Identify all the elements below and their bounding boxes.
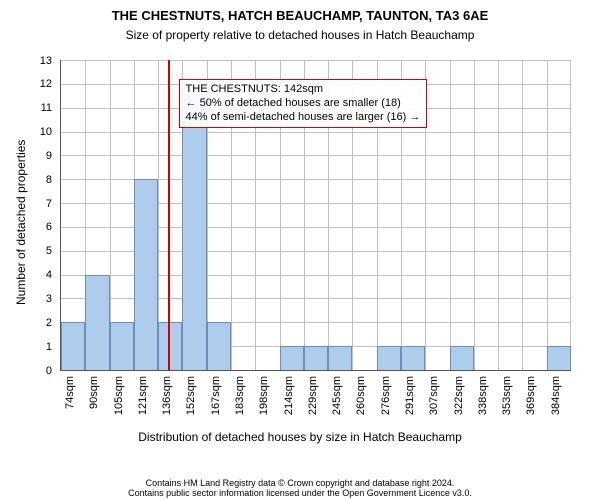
histogram-bar (547, 346, 571, 370)
x-axis-label: Distribution of detached houses by size … (0, 430, 600, 444)
attribution: Contains HM Land Registry data © Crown c… (0, 478, 600, 498)
x-tick-label: 90sqm (88, 376, 100, 426)
histogram-bar (280, 346, 304, 370)
gridline-v (498, 60, 499, 370)
y-tick-label: 4 (0, 269, 52, 281)
x-tick-label: 338sqm (477, 376, 489, 426)
x-tick-label: 245sqm (331, 376, 343, 426)
x-tick-label: 136sqm (161, 376, 173, 426)
attribution-line1: Contains HM Land Registry data © Crown c… (0, 478, 600, 488)
histogram-bar (377, 346, 401, 370)
x-tick-label: 214sqm (283, 376, 295, 426)
histogram-bar (328, 346, 352, 370)
x-tick-label: 105sqm (113, 376, 125, 426)
x-tick-label: 229sqm (307, 376, 319, 426)
y-tick-label: 12 (0, 78, 52, 90)
reference-line (168, 60, 170, 370)
histogram-bar (401, 346, 425, 370)
x-tick-label: 183sqm (234, 376, 246, 426)
histogram-bar (304, 346, 328, 370)
gridline-v (547, 60, 548, 370)
x-tick-label: 369sqm (525, 376, 537, 426)
y-tick-label: 8 (0, 174, 52, 186)
x-tick-label: 307sqm (428, 376, 440, 426)
histogram-bar (158, 322, 182, 370)
x-tick-label: 291sqm (404, 376, 416, 426)
histogram-bar (85, 275, 109, 370)
histogram-bar (207, 322, 231, 370)
annotation-line1: THE CHESTNUTS: 142sqm (186, 83, 421, 97)
x-tick-label: 198sqm (258, 376, 270, 426)
chart-container: THE CHESTNUTS, HATCH BEAUCHAMP, TAUNTON,… (0, 0, 600, 500)
gridline-v (474, 60, 475, 370)
x-tick-label: 260sqm (355, 376, 367, 426)
gridline-h (61, 60, 571, 61)
x-tick-label: 152sqm (185, 376, 197, 426)
annotation-box: THE CHESTNUTS: 142sqm ← 50% of detached … (179, 79, 428, 128)
x-tick-label: 384sqm (550, 376, 562, 426)
histogram-bar (61, 322, 85, 370)
y-tick-label: 3 (0, 293, 52, 305)
attribution-line2: Contains public sector information licen… (0, 488, 600, 498)
y-tick-label: 5 (0, 245, 52, 257)
y-tick-label: 0 (0, 365, 52, 377)
gridline-h (61, 155, 571, 156)
y-tick-label: 10 (0, 126, 52, 138)
x-tick-label: 353sqm (501, 376, 513, 426)
x-tick-label: 74sqm (64, 376, 76, 426)
gridline-v (450, 60, 451, 370)
x-tick-label: 322sqm (453, 376, 465, 426)
chart-title-sub: Size of property relative to detached ho… (0, 28, 600, 42)
histogram-bar (450, 346, 474, 370)
histogram-bar (110, 322, 134, 370)
annotation-line2: ← 50% of detached houses are smaller (18… (186, 97, 421, 111)
y-tick-label: 1 (0, 341, 52, 353)
x-tick-label: 276sqm (380, 376, 392, 426)
gridline-v (570, 60, 571, 370)
x-tick-label: 121sqm (137, 376, 149, 426)
y-tick-label: 11 (0, 102, 52, 114)
x-tick-label: 167sqm (210, 376, 222, 426)
gridline-v (522, 60, 523, 370)
y-tick-label: 6 (0, 221, 52, 233)
chart-title-main: THE CHESTNUTS, HATCH BEAUCHAMP, TAUNTON,… (0, 8, 600, 23)
y-tick-label: 2 (0, 317, 52, 329)
annotation-line3: 44% of semi-detached houses are larger (… (186, 111, 421, 125)
y-tick-label: 9 (0, 150, 52, 162)
y-tick-label: 7 (0, 198, 52, 210)
histogram-bar (134, 179, 158, 370)
y-tick-label: 13 (0, 55, 52, 67)
gridline-h (61, 132, 571, 133)
